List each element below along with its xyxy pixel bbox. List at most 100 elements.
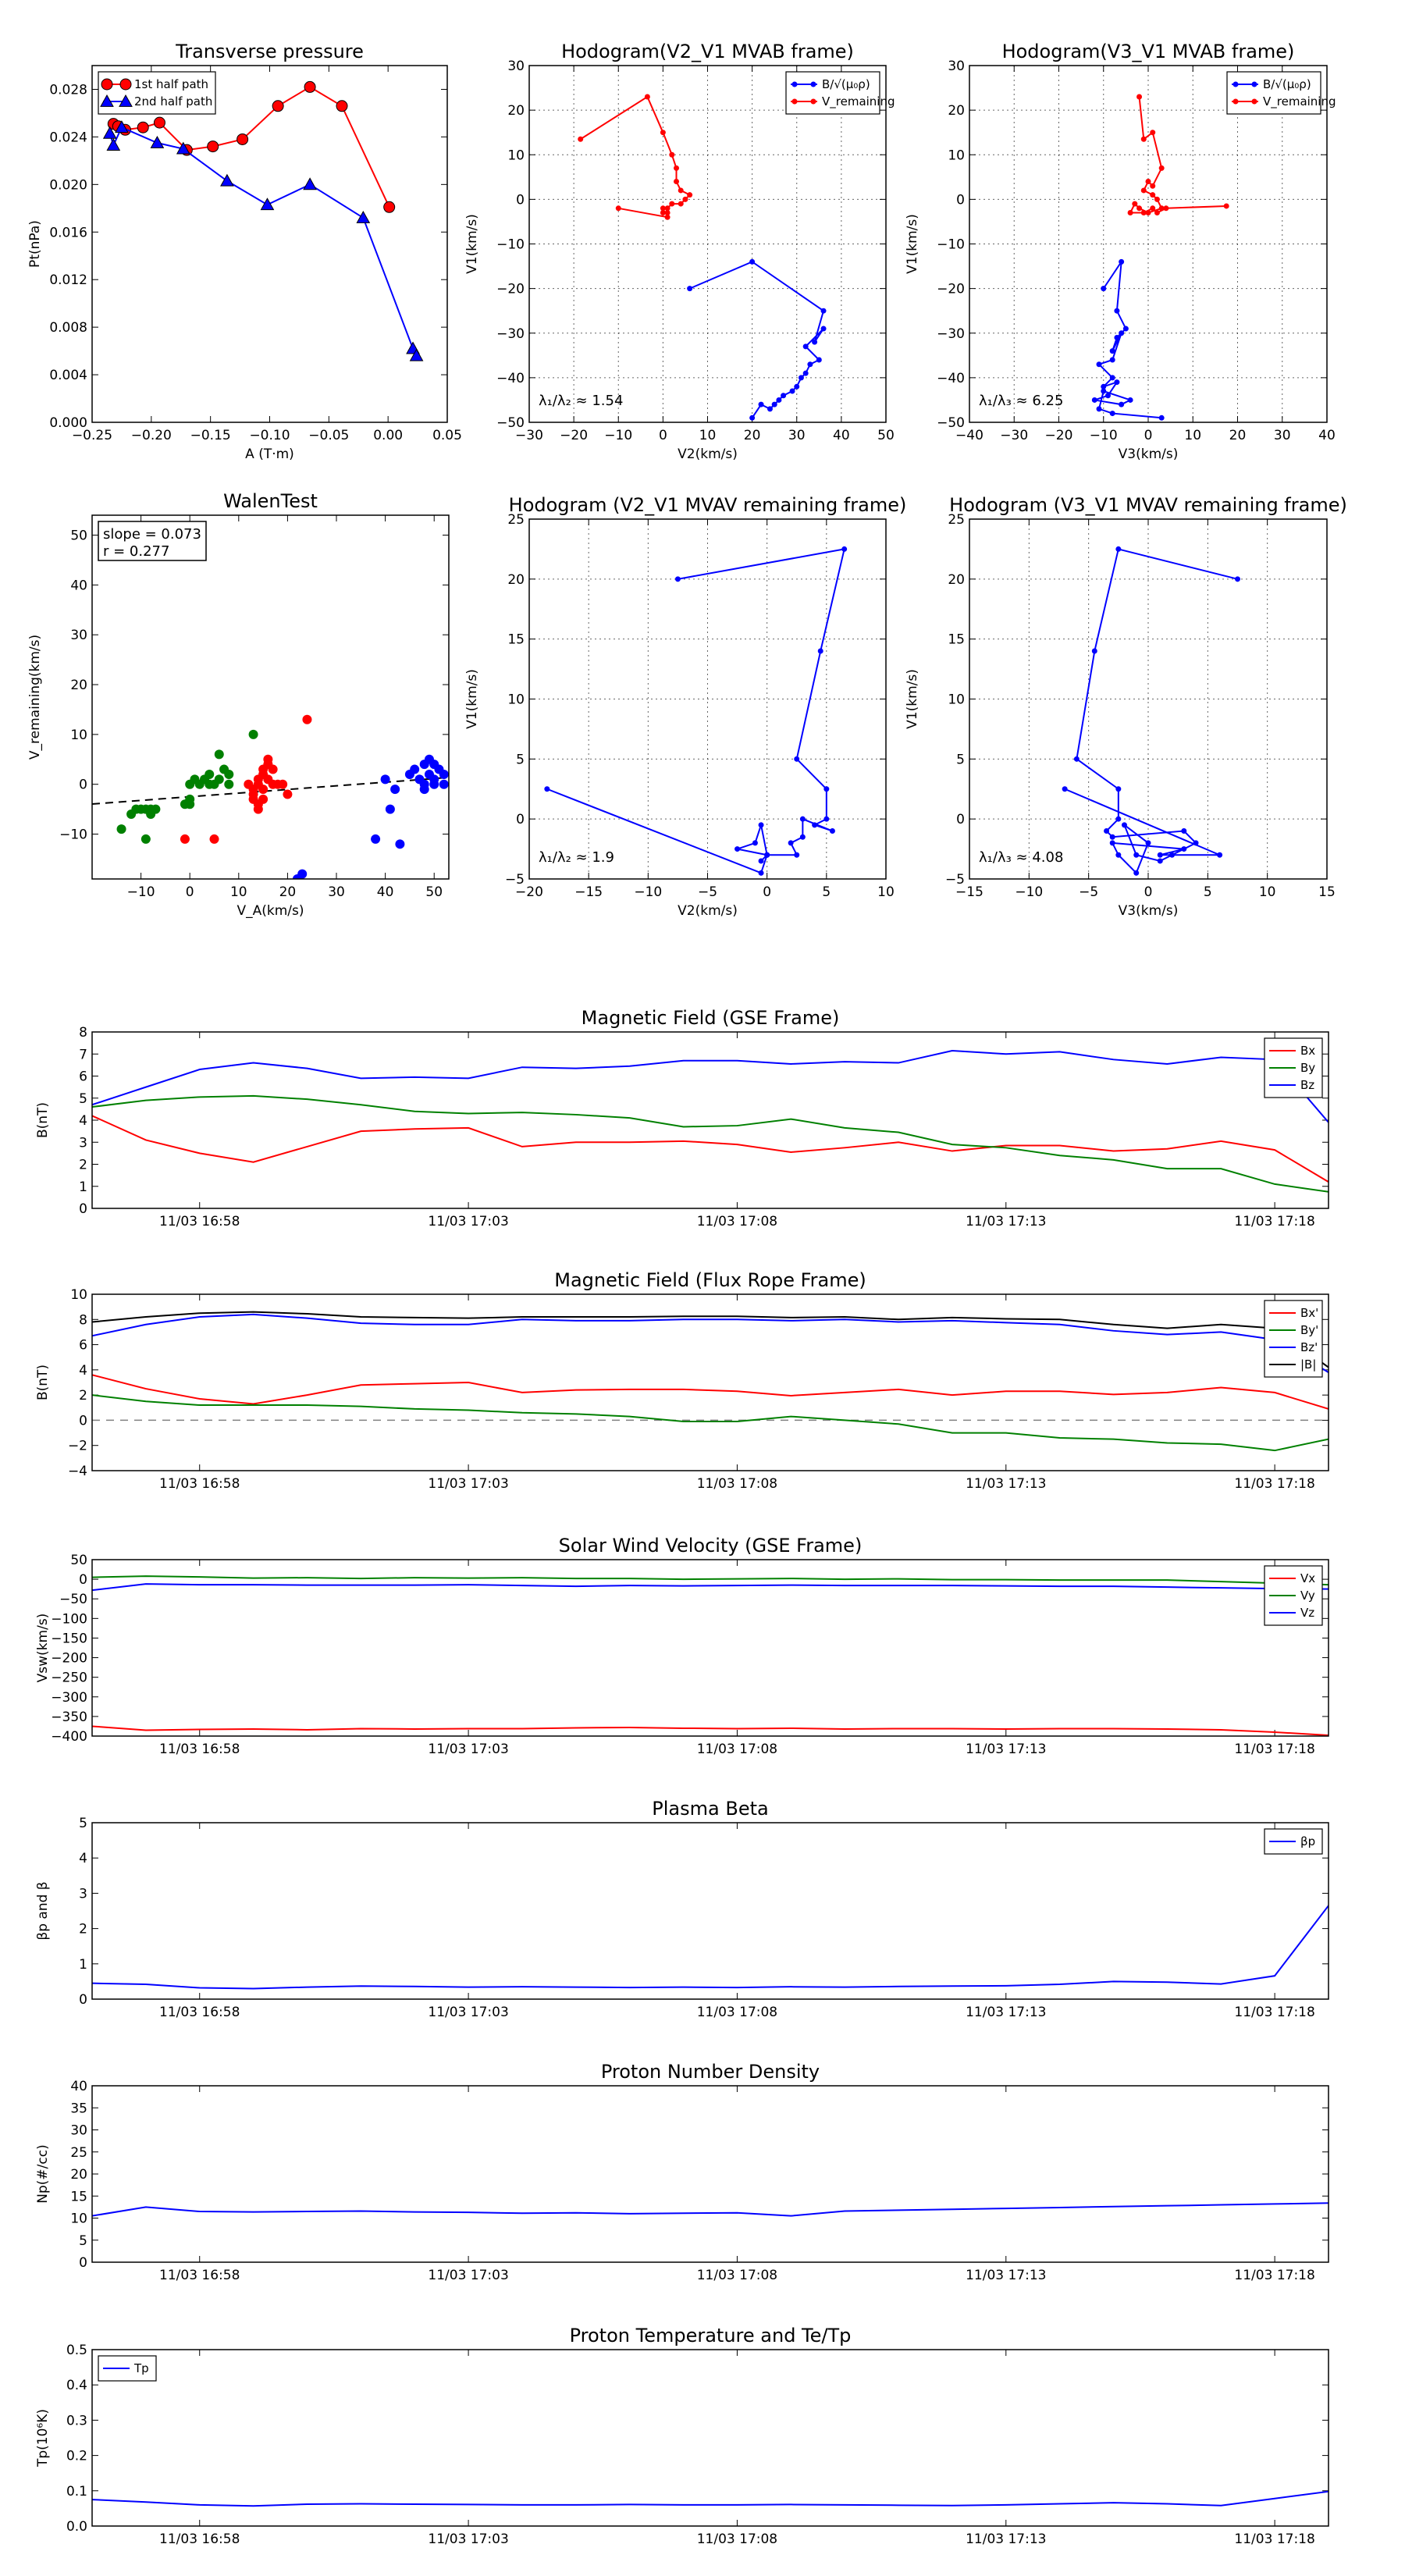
scatter-point	[268, 764, 278, 774]
data-point	[1181, 846, 1187, 852]
legend: βp	[1264, 1828, 1323, 1855]
chart-h4: Hodogram (V3_V1 MVAV remaining frame) −15…	[905, 494, 1347, 919]
y-tick-label: −10	[496, 237, 525, 253]
data-point	[752, 840, 758, 846]
scatter-point	[205, 769, 215, 779]
y-tick-label: 0	[79, 1992, 87, 2008]
data-point	[669, 201, 675, 207]
y-tick-label: 20	[948, 572, 965, 588]
plot-area	[92, 1575, 1329, 1736]
data-point	[1181, 828, 1187, 834]
y-tick-label: 0.5	[66, 2343, 87, 2358]
series-line-Vx	[92, 1725, 1329, 1736]
x-axis-label: V3(km/s)	[1119, 447, 1179, 462]
y-tick-label: 10	[507, 692, 525, 708]
x-tick-label: 40	[833, 428, 850, 443]
y-tick-label: 0.028	[49, 82, 87, 98]
y-tick-label: −50	[937, 415, 965, 431]
data-point	[1096, 361, 1102, 368]
x-tick-label: 0.00	[373, 428, 403, 443]
x-tick-label: 30	[1274, 428, 1291, 443]
y-axis-label: Tp(10⁶K)	[35, 2409, 51, 2467]
x-tick-label: 40	[377, 884, 394, 900]
data-point	[771, 401, 777, 407]
y-tick-label: 6	[79, 1338, 87, 1354]
x-tick-label: 11/03 17:08	[697, 2268, 777, 2283]
plot-frame	[91, 514, 450, 880]
legend-label: V_remaining	[1263, 94, 1336, 109]
plot-area	[92, 2202, 1329, 2217]
y-tick-label: 25	[70, 2145, 87, 2161]
legend-label: |B|	[1300, 1357, 1316, 1372]
x-tick-label: −0.15	[190, 428, 231, 443]
plot-frame	[528, 518, 887, 880]
data-point	[682, 196, 688, 202]
y-tick-label: 0	[79, 1201, 87, 1217]
data-point	[1150, 192, 1156, 198]
x-tick-label: 5	[822, 884, 831, 900]
chart-ts_np: Proton Number Density 11/03 16:58 11/03 17…	[35, 2061, 1329, 2283]
x-tick-label: 11/03 17:03	[428, 2005, 508, 2020]
data-point	[1145, 210, 1151, 216]
y-tick-label: 7	[79, 1047, 87, 1062]
data-point	[150, 135, 165, 148]
data-point	[1136, 205, 1143, 212]
data-point	[1150, 130, 1156, 136]
data-point	[1115, 786, 1122, 792]
x-tick-label: 11/03 17:18	[1234, 1214, 1314, 1229]
y-tick-label: 5	[79, 1816, 87, 1831]
legend-label: Bx'	[1300, 1306, 1318, 1320]
x-tick-label: 50	[425, 884, 443, 900]
y-tick-label: 10	[70, 728, 87, 743]
x-tick-label: 11/03 17:13	[966, 2532, 1046, 2547]
data-point	[767, 406, 773, 412]
x-tick-label: 15	[1318, 884, 1336, 900]
data-point	[1127, 397, 1133, 403]
scatter-point	[116, 824, 126, 834]
stats-text: slope = 0.073	[103, 526, 201, 543]
data-point	[812, 339, 818, 345]
data-point	[735, 846, 741, 852]
data-point	[615, 205, 621, 212]
legend-marker	[810, 98, 816, 105]
legend: Bx' By' Bz' |B|	[1264, 1300, 1323, 1378]
data-point	[1150, 205, 1156, 212]
data-point	[383, 201, 396, 213]
legend-marker	[810, 81, 816, 87]
scatter-point	[297, 869, 308, 879]
data-point	[758, 822, 764, 828]
x-tick-label: 11/03 17:18	[1234, 2005, 1314, 2020]
chart-ts_gse: Magnetic Field (GSE Frame) 11/03 16:58 11/…	[35, 1007, 1329, 1229]
y-axis-label: V1(km/s)	[464, 669, 480, 729]
y-tick-label: 0.012	[49, 272, 87, 288]
x-tick-label: 11/03 17:08	[697, 2532, 777, 2547]
data-point	[272, 100, 284, 112]
y-tick-label: −350	[51, 1710, 87, 1725]
data-point	[802, 370, 809, 376]
y-tick-label: 6	[79, 1069, 87, 1085]
y-tick-label: 0	[516, 812, 525, 827]
legend-label: Bz'	[1300, 1340, 1318, 1354]
scatter-point	[140, 834, 151, 844]
series-line-B	[689, 261, 825, 418]
scatter-point	[283, 789, 293, 799]
data-point	[1193, 840, 1199, 846]
x-tick-label: 0	[186, 884, 194, 900]
x-tick-label: 0	[763, 884, 771, 900]
plot-area	[92, 2490, 1329, 2507]
y-tick-label: 8	[79, 1025, 87, 1041]
y-tick-label: 4	[79, 1113, 87, 1129]
chart-walen: WalenTest −10 0 10 20 30 40 50 −10 0 10 20 30 40 50 V_A…	[27, 490, 450, 919]
y-tick-label: 5	[516, 752, 525, 767]
series-line-Bx	[92, 1115, 1329, 1183]
chart-h1: Hodogram(V2_V1 MVAB frame) −30 −20 −10 0 10 20…	[464, 41, 895, 462]
x-tick-label: −40	[955, 428, 984, 443]
plot-area	[92, 1311, 1329, 1452]
data-point	[758, 401, 764, 407]
x-tick-label: 11/03 16:58	[159, 1214, 240, 1229]
data-point	[102, 126, 117, 139]
y-tick-label: −2	[68, 1439, 87, 1454]
x-tick-label: 10	[699, 428, 717, 443]
y-tick-label: 0	[956, 812, 965, 827]
